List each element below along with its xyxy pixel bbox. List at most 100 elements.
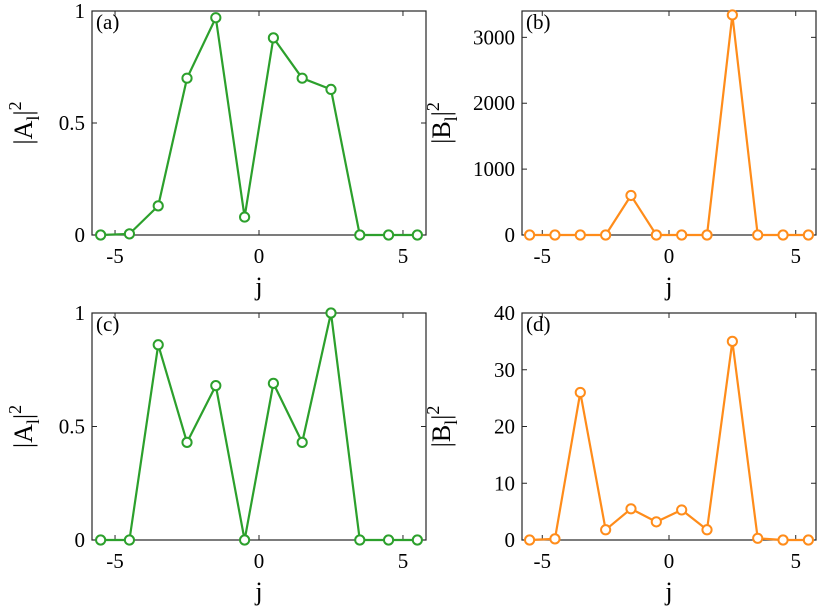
data-point xyxy=(701,229,713,241)
x-tick-label: -5 xyxy=(106,244,124,268)
data-point xyxy=(726,335,738,347)
y-axis-label-sup: 2 xyxy=(423,406,443,415)
plot-frame xyxy=(91,312,427,541)
y-axis-label-close: | xyxy=(427,111,456,116)
data-point xyxy=(549,533,561,545)
y-tick-label: 40 xyxy=(494,301,515,325)
data-point xyxy=(676,229,688,241)
data-point xyxy=(625,503,637,515)
data-point xyxy=(574,386,586,399)
y-axis-label: |Al|2 xyxy=(5,101,43,144)
x-tick-label: 5 xyxy=(398,549,409,573)
y-axis-label: |Al|2 xyxy=(5,405,43,448)
data-point xyxy=(549,229,561,241)
data-point xyxy=(524,229,536,241)
data-point xyxy=(411,229,423,241)
data-point xyxy=(95,229,107,241)
data-point xyxy=(802,229,814,241)
x-tick-label: -5 xyxy=(534,244,552,268)
data-point xyxy=(210,12,222,24)
y-axis-label-sub: l xyxy=(23,116,43,121)
y-tick-label: 30 xyxy=(494,358,515,382)
y-axis-label-base: |B xyxy=(427,425,456,448)
y-axis-label-sub: l xyxy=(23,419,43,424)
data-point xyxy=(267,32,279,44)
data-point xyxy=(752,532,764,544)
y-axis-label-close: | xyxy=(427,415,456,420)
y-tick-label: 3000 xyxy=(473,25,515,49)
y-tick-label: 0 xyxy=(505,528,516,552)
data-point xyxy=(752,229,764,241)
data-point xyxy=(676,504,688,516)
data-point xyxy=(152,339,164,351)
data-point xyxy=(123,534,136,546)
y-tick-label: 0 xyxy=(75,223,86,247)
y-tick-label: 1000 xyxy=(473,157,515,181)
data-point xyxy=(382,534,395,546)
y-axis-label-base: |A xyxy=(9,424,38,448)
panel-b: -5 0 5 0 1000 2000 3000 j |Bl|2 (b) xyxy=(423,9,817,301)
data-point xyxy=(650,516,662,528)
y-tick-label: 20 xyxy=(494,415,515,439)
data-point xyxy=(625,189,637,202)
data-point xyxy=(239,211,251,223)
data-point xyxy=(181,436,193,448)
data-point xyxy=(802,534,814,546)
data-point xyxy=(701,524,713,536)
data-point xyxy=(123,228,136,240)
y-axis-label-close: | xyxy=(9,110,38,115)
series-line xyxy=(529,13,809,237)
data-point xyxy=(325,83,337,96)
y-axis-label: |Bl|2 xyxy=(423,102,461,144)
data-point xyxy=(777,229,789,241)
x-axis-label: j xyxy=(254,577,262,606)
x-axis-label: j xyxy=(254,272,262,301)
panel-label: (c) xyxy=(96,312,119,336)
x-axis-label: j xyxy=(664,577,672,606)
y-tick-label: 2000 xyxy=(473,91,515,115)
y-axis-label-sup: 2 xyxy=(5,101,25,110)
data-point xyxy=(600,229,612,241)
data-point xyxy=(267,377,279,389)
data-point xyxy=(181,72,193,84)
data-point xyxy=(574,229,586,241)
data-point xyxy=(726,9,738,21)
panel-d: -5 0 5 0 10 20 30 40 j |Bl|2 (d) xyxy=(423,301,817,606)
data-point xyxy=(600,524,612,536)
x-tick-label: 0 xyxy=(254,244,265,268)
data-point xyxy=(239,534,251,546)
x-tick-label: 5 xyxy=(398,244,409,268)
data-point xyxy=(382,229,395,241)
y-axis-label-sub: l xyxy=(441,116,461,121)
x-tick-label: -5 xyxy=(106,549,124,573)
plot-frame xyxy=(521,10,817,236)
data-point xyxy=(152,200,164,212)
y-tick-label: 1 xyxy=(75,0,86,23)
y-tick-label: 0 xyxy=(75,528,86,552)
y-tick-label: 10 xyxy=(494,471,515,495)
x-tick-label: 0 xyxy=(664,549,675,573)
y-tick-label: 0 xyxy=(505,223,516,247)
panel-label: (b) xyxy=(526,10,551,34)
x-tick-label: -5 xyxy=(534,549,552,573)
panel-c: -5 0 5 0 0.5 1 j |Al|2 (c) xyxy=(5,301,427,606)
y-axis-label-sub: l xyxy=(441,420,461,425)
series-line xyxy=(529,340,809,542)
x-tick-label: 5 xyxy=(790,244,801,268)
data-point xyxy=(95,534,107,546)
y-axis-label-sup: 2 xyxy=(5,405,25,414)
y-axis-label: |Bl|2 xyxy=(423,406,461,448)
plot-frame xyxy=(521,312,817,541)
y-axis-label-close: | xyxy=(9,414,38,419)
y-tick-label: 0.5 xyxy=(59,111,85,135)
data-point xyxy=(296,72,308,84)
x-tick-label: 5 xyxy=(790,549,801,573)
data-point xyxy=(650,229,662,241)
x-axis-label: j xyxy=(664,272,672,301)
data-point xyxy=(354,534,366,546)
y-axis-label-base: |B xyxy=(427,121,456,144)
data-point xyxy=(354,229,366,241)
data-point xyxy=(524,534,536,546)
y-tick-label: 0.5 xyxy=(59,415,85,439)
